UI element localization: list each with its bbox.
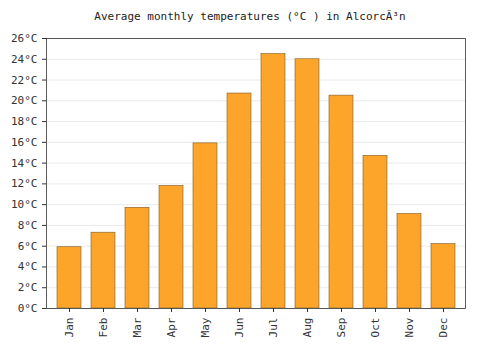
svg-text:Aug: Aug <box>301 318 314 338</box>
svg-text:Nov: Nov <box>403 317 416 337</box>
svg-text:Sep: Sep <box>335 318 348 338</box>
svg-text:18°C: 18°C <box>11 115 38 128</box>
svg-text:22°C: 22°C <box>11 74 38 87</box>
svg-text:2°C: 2°C <box>18 281 38 294</box>
svg-text:20°C: 20°C <box>11 94 38 107</box>
html-text:Average monthly temperatures (: Average monthly temperatures (°C ) in Al… <box>94 10 406 23</box>
svg-text:Oct: Oct <box>369 318 382 338</box>
svg-text:12°C: 12°C <box>11 177 38 190</box>
svg-text:0°C: 0°C <box>18 302 38 315</box>
svg-text:Feb: Feb <box>97 318 110 338</box>
svg-text:14°C: 14°C <box>11 157 38 170</box>
svg-text:Jul: Jul <box>267 318 280 338</box>
svg-text:Jun: Jun <box>233 318 246 338</box>
svg-text:Mar: Mar <box>131 317 144 337</box>
svg-text:8°C: 8°C <box>18 219 38 232</box>
svg-text:24°C: 24°C <box>11 53 38 66</box>
svg-text:Jan: Jan <box>63 318 76 338</box>
svg-text:Apr: Apr <box>165 317 178 337</box>
svg-text:26°C: 26°C <box>11 32 38 45</box>
svg-text:6°C: 6°C <box>18 240 38 253</box>
svg-text:16°C: 16°C <box>11 136 38 149</box>
svg-text:Dec: Dec <box>437 318 450 338</box>
svg-text:May: May <box>199 317 212 337</box>
svg-text:4°C: 4°C <box>18 260 38 273</box>
svg-text:10°C: 10°C <box>11 198 38 211</box>
